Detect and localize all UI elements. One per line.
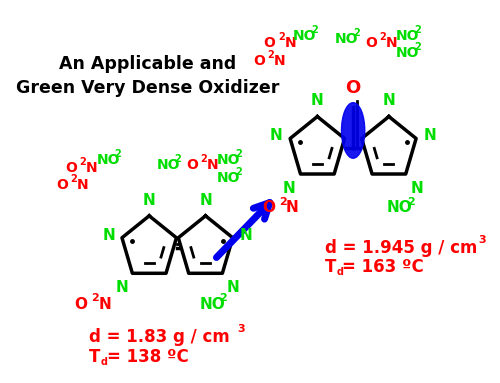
Text: NO: NO (396, 46, 419, 60)
Text: N: N (410, 181, 423, 196)
Text: O: O (253, 54, 265, 68)
Text: O: O (264, 36, 276, 50)
Text: 2: 2 (278, 32, 284, 42)
Text: 2: 2 (379, 32, 386, 42)
Text: N: N (206, 158, 218, 172)
Text: 2: 2 (414, 25, 420, 35)
Text: 2: 2 (200, 154, 207, 164)
Text: N: N (143, 193, 156, 208)
Text: 2: 2 (353, 28, 360, 38)
Ellipse shape (342, 103, 365, 158)
Text: 3: 3 (478, 235, 486, 245)
Text: 2: 2 (219, 293, 226, 303)
Text: NO: NO (217, 171, 240, 185)
Text: N: N (76, 178, 88, 192)
Text: T: T (90, 348, 101, 366)
Text: d: d (101, 357, 108, 367)
Text: 2: 2 (268, 50, 274, 60)
Text: O: O (186, 158, 198, 172)
Text: N: N (199, 193, 212, 208)
Text: NO: NO (156, 158, 180, 172)
Text: 2: 2 (407, 197, 414, 207)
Text: NO: NO (200, 297, 225, 312)
Text: NO: NO (335, 32, 358, 46)
Text: O: O (74, 297, 87, 312)
Text: = 138 ºC: = 138 ºC (107, 348, 189, 366)
Text: N: N (286, 200, 299, 215)
Text: N: N (424, 128, 436, 143)
Text: 2: 2 (80, 157, 86, 167)
Text: N: N (240, 228, 252, 243)
Text: 2: 2 (235, 167, 242, 177)
Text: T: T (324, 259, 336, 277)
Text: 2: 2 (235, 149, 242, 159)
Text: d: d (336, 267, 343, 277)
Text: O: O (65, 161, 77, 175)
Text: 2: 2 (311, 25, 318, 35)
Text: N: N (98, 297, 111, 312)
Text: N: N (274, 54, 285, 68)
Text: NO: NO (396, 29, 419, 43)
Text: N: N (86, 161, 98, 175)
Text: N: N (102, 228, 115, 243)
Text: d = 1.945 g / cm: d = 1.945 g / cm (324, 239, 477, 257)
Text: 2: 2 (70, 174, 77, 184)
Text: O: O (346, 79, 360, 97)
Text: = 163 ºC: = 163 ºC (342, 259, 424, 277)
Text: d = 1.83 g / cm: d = 1.83 g / cm (90, 328, 230, 346)
Text: NO: NO (293, 29, 316, 43)
Text: O: O (365, 36, 376, 50)
Text: 2: 2 (114, 149, 121, 159)
Text: 2: 2 (414, 42, 420, 52)
Text: N: N (311, 93, 324, 108)
Text: N: N (116, 280, 128, 295)
Text: 3: 3 (237, 324, 244, 334)
Text: N: N (270, 128, 282, 143)
Text: An Applicable and
Green Very Dense Oxidizer: An Applicable and Green Very Dense Oxidi… (16, 55, 279, 97)
Text: NO: NO (96, 153, 120, 167)
Text: 2: 2 (279, 197, 286, 207)
Text: N: N (382, 93, 396, 108)
Text: O: O (262, 200, 275, 215)
Text: 2: 2 (174, 154, 181, 164)
Text: N: N (283, 181, 296, 196)
Text: NO: NO (217, 153, 240, 167)
Text: N: N (386, 36, 397, 50)
Text: N: N (284, 36, 296, 50)
Text: O: O (56, 178, 68, 192)
Text: 2: 2 (91, 293, 99, 303)
Text: N: N (226, 280, 239, 295)
Text: NO: NO (387, 200, 413, 215)
